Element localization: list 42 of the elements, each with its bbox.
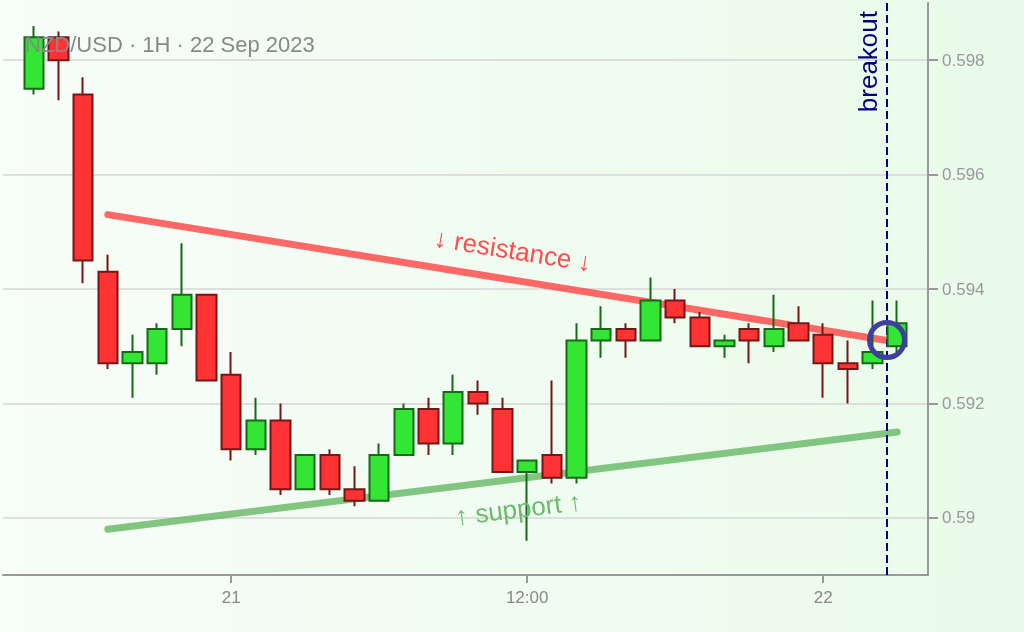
y-tick-label: 0.592	[942, 393, 985, 413]
x-tick-label: 21	[221, 588, 241, 607]
candlestick	[72, 76, 94, 285]
annotation: ↓ resistance ↓	[432, 222, 594, 278]
candlestick	[146, 322, 168, 376]
candlestick	[837, 339, 859, 405]
candlestick	[664, 288, 686, 325]
candlestick	[467, 379, 489, 416]
candlestick	[319, 448, 341, 496]
candlestick	[689, 310, 711, 348]
candlestick	[269, 402, 292, 496]
candlestick	[763, 293, 785, 353]
y-tick-label: 0.598	[942, 50, 985, 70]
candlestick	[565, 322, 588, 485]
candlestick	[393, 402, 415, 456]
candlestick	[368, 442, 390, 502]
y-tick-label: 0.59	[942, 508, 976, 528]
candlestick	[442, 373, 464, 456]
ref-line-label: breakout	[852, 10, 883, 113]
candlestick	[615, 322, 637, 359]
candlestick	[812, 322, 834, 399]
y-tick-label: 0.596	[942, 165, 985, 185]
candlestick	[171, 242, 193, 348]
candlestick	[738, 322, 760, 365]
candlestick	[590, 305, 612, 359]
candlestick	[639, 276, 662, 342]
candlestick	[294, 453, 316, 491]
candlestick	[195, 293, 218, 382]
candlestick	[417, 396, 440, 456]
y-tick-label: 0.594	[942, 279, 985, 299]
x-tick-label: 22	[813, 588, 833, 607]
annotation: ↑ support ↑	[453, 486, 584, 532]
candlestick	[343, 465, 366, 508]
x-tick-label: 12:00	[505, 588, 549, 607]
candlestick	[713, 333, 736, 359]
candlestick	[121, 333, 144, 399]
candlestick	[787, 305, 810, 342]
candlestick	[245, 396, 267, 456]
candlestick	[491, 396, 514, 474]
candlestick	[97, 253, 119, 371]
candlestick	[541, 379, 563, 485]
candlestick	[220, 350, 242, 462]
